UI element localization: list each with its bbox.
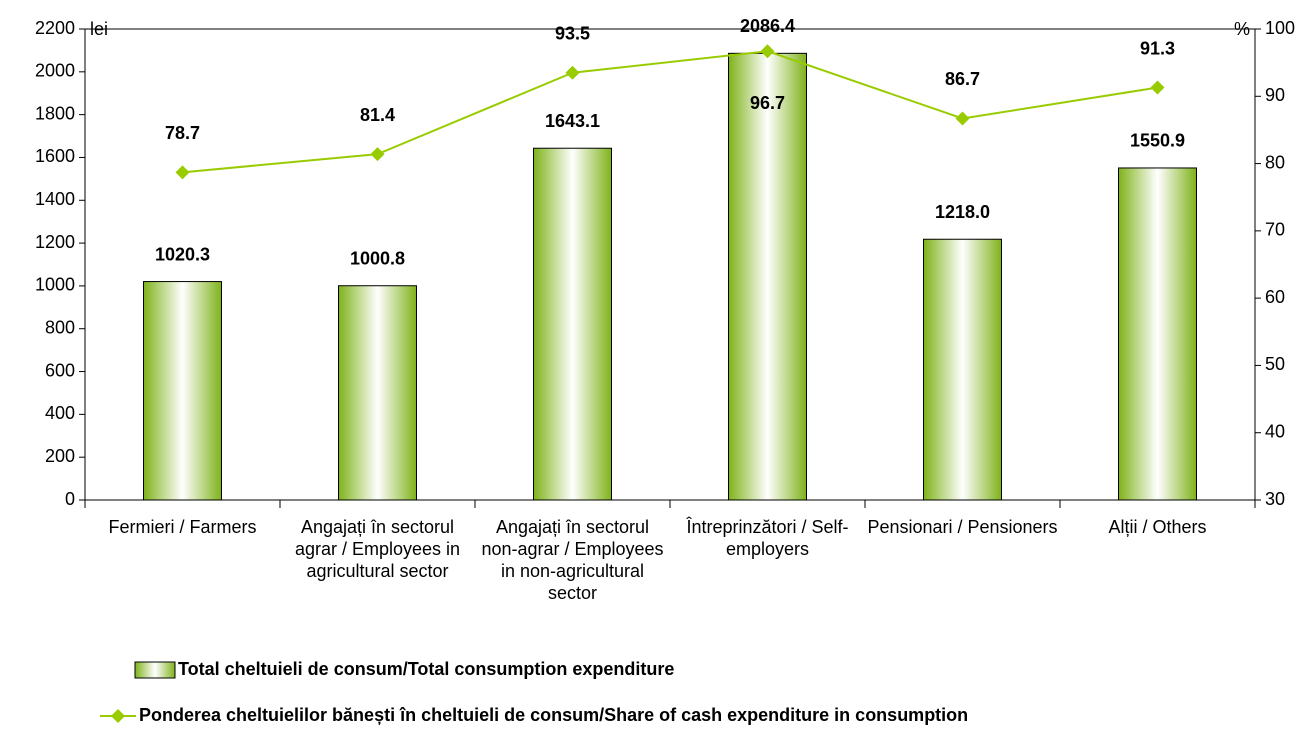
y-tick-label: 200	[45, 446, 75, 466]
marker	[370, 147, 385, 162]
y2-tick-label: 70	[1265, 220, 1285, 240]
y-tick-label: 1600	[35, 146, 75, 166]
marker	[565, 65, 580, 80]
bar-value-label: 2086.4	[740, 16, 795, 36]
bar-value-label: 1000.8	[350, 248, 405, 268]
line	[182, 50, 1158, 174]
marker	[760, 44, 775, 59]
y2-tick-label: 30	[1265, 489, 1285, 509]
x-tick-label: Pensionari / Pensioners	[867, 517, 1058, 537]
x-tick-label: Întreprinzători / Self-employers	[686, 517, 849, 559]
marker	[955, 111, 970, 126]
line-value-label: 78.7	[165, 123, 200, 143]
line-value-label: 93.5	[555, 23, 590, 43]
line-value-label: 86.7	[945, 69, 980, 89]
marker	[1150, 80, 1165, 95]
bar	[143, 281, 222, 501]
bar-value-label: 1550.9	[1130, 131, 1185, 151]
y-tick-label: 600	[45, 360, 75, 380]
y2-tick-label: 50	[1265, 354, 1285, 374]
y2-tick-label: 100	[1265, 18, 1295, 38]
legend-swatch	[134, 661, 176, 679]
bar	[338, 285, 417, 501]
y2-tick-label: 40	[1265, 421, 1285, 441]
x-tick-label: Angajați în sectorul agrar / Employees i…	[294, 517, 461, 581]
y-tick-label: 2000	[35, 61, 75, 81]
line-value-label: 96.7	[750, 93, 785, 113]
x-tick-label: Angajați în sectorul non-agrar / Employe…	[481, 517, 664, 603]
y-tick-label: 1000	[35, 275, 75, 295]
bar-value-label: 1020.3	[155, 244, 210, 264]
line-value-label: 81.4	[360, 105, 395, 125]
y-tick-label: 400	[45, 403, 75, 423]
y-tick-label: 0	[65, 489, 75, 509]
legend-marker	[111, 709, 125, 723]
y2-tick-label: 80	[1265, 152, 1285, 172]
bar	[1118, 167, 1197, 501]
y2-tick-label: 60	[1265, 287, 1285, 307]
bar	[728, 52, 807, 501]
bar-value-label: 1218.0	[935, 202, 990, 222]
legend-label: Ponderea cheltuielilor bănești în cheltu…	[139, 705, 968, 725]
y2-tick-label: 90	[1265, 85, 1285, 105]
marker	[175, 165, 190, 180]
legend-label: Total cheltuieli de consum/Total consump…	[178, 659, 674, 679]
y-tick-label: 1800	[35, 103, 75, 123]
x-tick-label: Alții / Others	[1108, 517, 1207, 537]
bar	[533, 147, 612, 501]
y-tick-label: 2200	[35, 18, 75, 38]
x-tick-label: Fermieri / Farmers	[108, 517, 257, 537]
line-value-label: 91.3	[1140, 38, 1175, 58]
y-tick-label: 1400	[35, 189, 75, 209]
bar-value-label: 1643.1	[545, 111, 600, 131]
y-tick-label: 1200	[35, 232, 75, 252]
bar	[923, 238, 1002, 501]
y-tick-label: 800	[45, 317, 75, 337]
